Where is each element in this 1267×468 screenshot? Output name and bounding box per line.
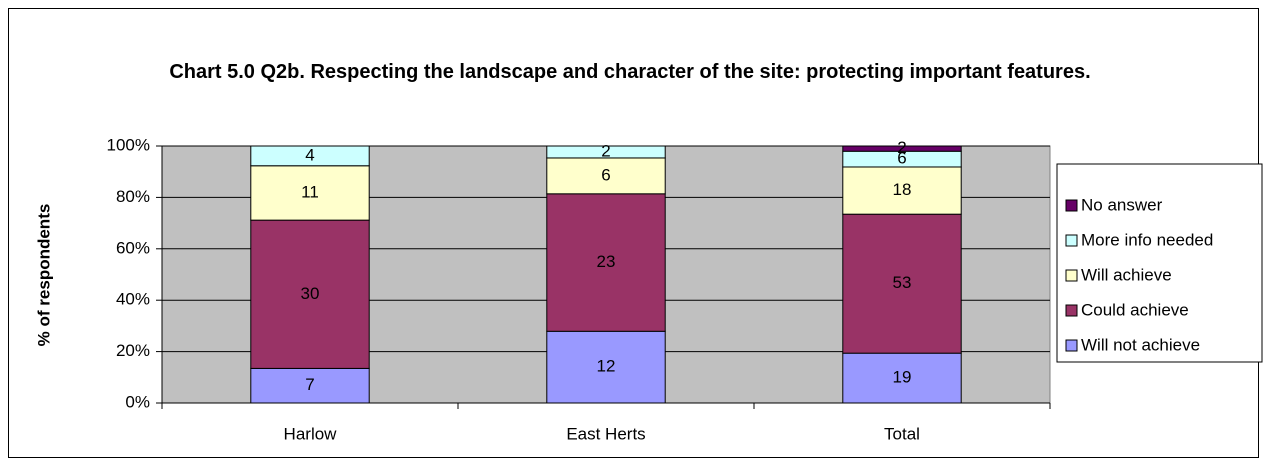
bar-segment	[546, 145, 666, 159]
bar-segment	[842, 213, 962, 354]
y-tick-label: 20%	[116, 341, 150, 360]
bar-segment	[546, 330, 666, 404]
legend-label: Could achieve	[1081, 300, 1189, 319]
legend-label: Will not achieve	[1081, 335, 1200, 354]
data-label: 30	[301, 284, 320, 303]
data-label: 12	[597, 357, 616, 376]
x-tick-label: East Herts	[566, 424, 645, 443]
legend-swatch	[1065, 304, 1078, 317]
data-label: 2	[897, 138, 906, 157]
bar-segment	[250, 367, 370, 404]
y-axis-label: % of respondents	[34, 204, 53, 347]
bar-segment	[250, 219, 370, 369]
legend-swatch	[1065, 269, 1078, 282]
legend-label: No answer	[1081, 195, 1163, 214]
x-tick-label: Harlow	[284, 424, 338, 443]
data-label: 18	[893, 180, 912, 199]
data-label: 2	[601, 141, 610, 160]
data-label: 11	[301, 182, 319, 201]
y-tick-label: 100%	[107, 135, 150, 154]
legend-swatch	[1065, 234, 1078, 247]
bar-segment	[250, 145, 370, 167]
y-tick-label: 60%	[116, 238, 150, 257]
chart-title: Chart 5.0 Q2b. Respecting the landscape …	[169, 61, 1091, 83]
bar-segment	[546, 157, 666, 195]
legend-swatch	[1065, 339, 1078, 352]
bar-segment	[842, 352, 962, 404]
y-tick-label: 40%	[116, 290, 150, 309]
y-tick-label: 0%	[125, 392, 150, 411]
y-tick-label: 80%	[116, 187, 150, 206]
data-label: 6	[897, 149, 906, 168]
bar-segment	[842, 145, 962, 152]
data-label: 23	[597, 252, 616, 271]
legend-swatch	[1065, 199, 1078, 212]
data-label: 4	[305, 145, 314, 164]
legend-label: More info needed	[1081, 230, 1213, 249]
data-label: 6	[601, 165, 610, 184]
legend-box	[1056, 163, 1263, 363]
bar-segment	[842, 166, 962, 215]
bar-segment	[546, 193, 666, 332]
bar-segment	[250, 165, 370, 221]
legend-label: Will achieve	[1081, 265, 1172, 284]
x-tick-label: Total	[884, 424, 920, 443]
data-label: 19	[893, 368, 912, 387]
data-label: 53	[893, 273, 912, 292]
data-label: 7	[305, 375, 314, 394]
